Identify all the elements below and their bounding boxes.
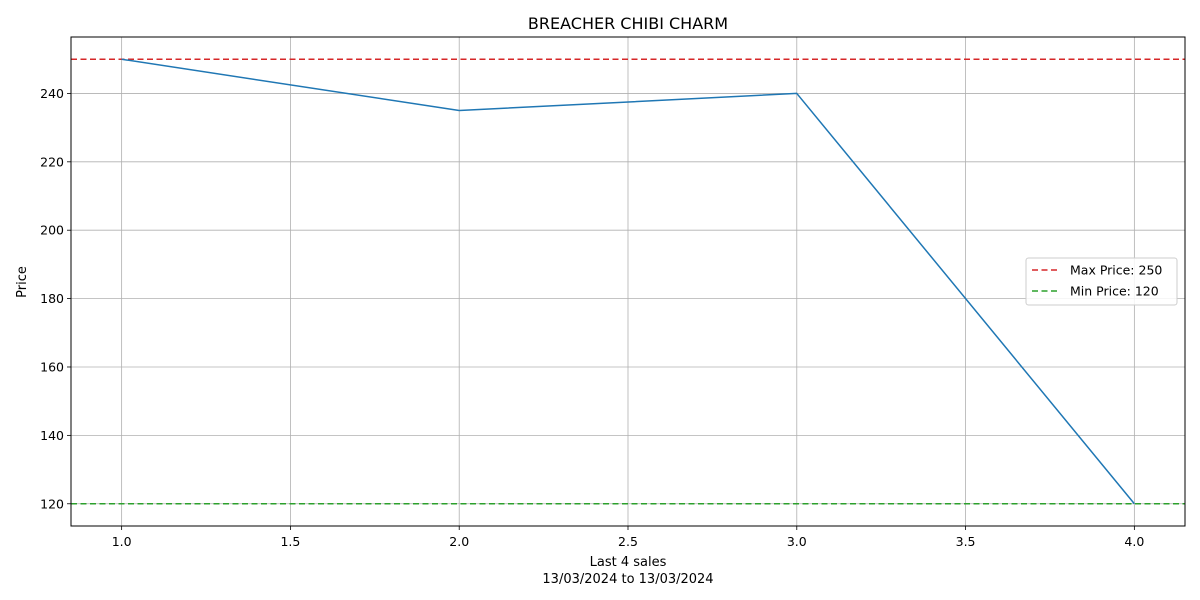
y-tick-label: 160 bbox=[40, 359, 64, 374]
price-series-line bbox=[121, 58, 1135, 505]
chart-title: BREACHER CHIBI CHARM bbox=[528, 14, 728, 33]
y-tick-label: 180 bbox=[40, 291, 64, 306]
x-tick-label: 1.5 bbox=[280, 534, 300, 549]
x-tick-label: 2.0 bbox=[449, 534, 469, 549]
y-tick-label: 140 bbox=[40, 428, 64, 443]
y-tick-label: 120 bbox=[40, 496, 64, 511]
legend-label: Min Price: 120 bbox=[1070, 284, 1159, 299]
reference-lines bbox=[71, 58, 1185, 505]
legend-label: Max Price: 250 bbox=[1070, 263, 1162, 278]
x-tick-label: 2.5 bbox=[618, 534, 638, 549]
legend: Max Price: 250 Min Price: 120 bbox=[1025, 257, 1178, 306]
grid bbox=[71, 37, 1185, 526]
legend-box bbox=[1025, 257, 1178, 306]
x-tick-label: 4.0 bbox=[1124, 534, 1144, 549]
x-axis-label: Last 4 sales bbox=[590, 555, 667, 570]
x-axis-sublabel: 13/03/2024 to 13/03/2024 bbox=[542, 572, 713, 587]
y-axis-label: Price bbox=[15, 266, 30, 298]
y-tick-label: 240 bbox=[40, 86, 64, 101]
x-tick-label: 1.0 bbox=[112, 534, 132, 549]
x-tick-label: 3.5 bbox=[956, 534, 976, 549]
y-tick-label: 200 bbox=[40, 223, 64, 238]
series bbox=[121, 58, 1135, 505]
ticks: 1.0 1.5 2.0 2.5 3.0 3.5 4.0 120 140 160 180 200 220 2… bbox=[40, 86, 1144, 549]
y-tick-label: 220 bbox=[40, 154, 64, 169]
x-tick-label: 3.0 bbox=[787, 534, 807, 549]
